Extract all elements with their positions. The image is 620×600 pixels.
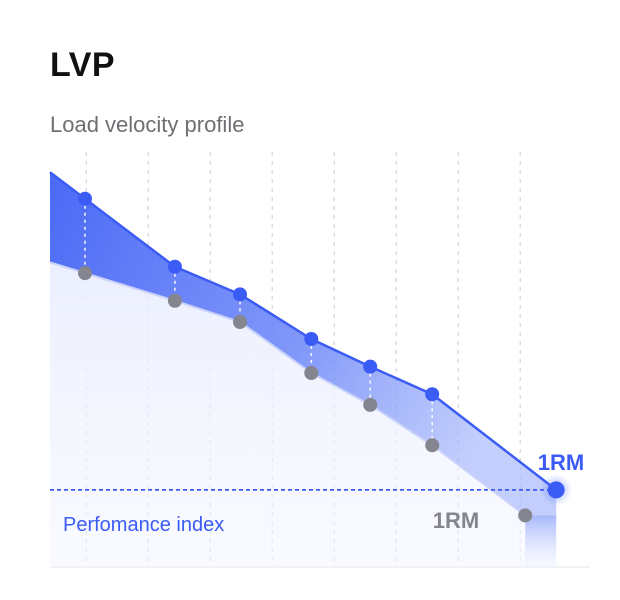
series-1-point-7	[547, 481, 565, 499]
reference-line-label: Perfomance index	[63, 514, 224, 536]
chart-subtitle: Load velocity profile	[50, 112, 245, 137]
lower-area	[50, 262, 526, 567]
series-1-point-6	[425, 387, 440, 402]
series-2-point-4	[304, 366, 319, 380]
series-2-end-label: 1RM	[433, 508, 479, 533]
band-area	[50, 172, 557, 567]
series-2-point-1	[78, 266, 92, 281]
series-1-point-1	[78, 191, 92, 206]
series-2-point-2	[167, 293, 182, 308]
series-2-point-5	[363, 397, 378, 412]
series-1-point-2	[167, 259, 182, 274]
series-2-point-6	[425, 438, 440, 453]
series-1-point-3	[233, 287, 247, 302]
band-between-lines	[50, 172, 557, 516]
series-1-end-label: 1RM	[538, 450, 584, 475]
series-2-line	[49, 261, 526, 517]
series-2-point-3	[233, 315, 247, 329]
series-1-point-4	[304, 332, 319, 346]
chart-title: LVP	[50, 46, 116, 84]
chart-labels: 1RM 1RM Perfomance index	[63, 450, 584, 536]
data-points	[78, 191, 573, 523]
series-1-line	[49, 171, 557, 491]
series-1-point-5	[363, 359, 378, 374]
end-stem	[525, 515, 557, 567]
series-2-point-7	[518, 508, 533, 523]
